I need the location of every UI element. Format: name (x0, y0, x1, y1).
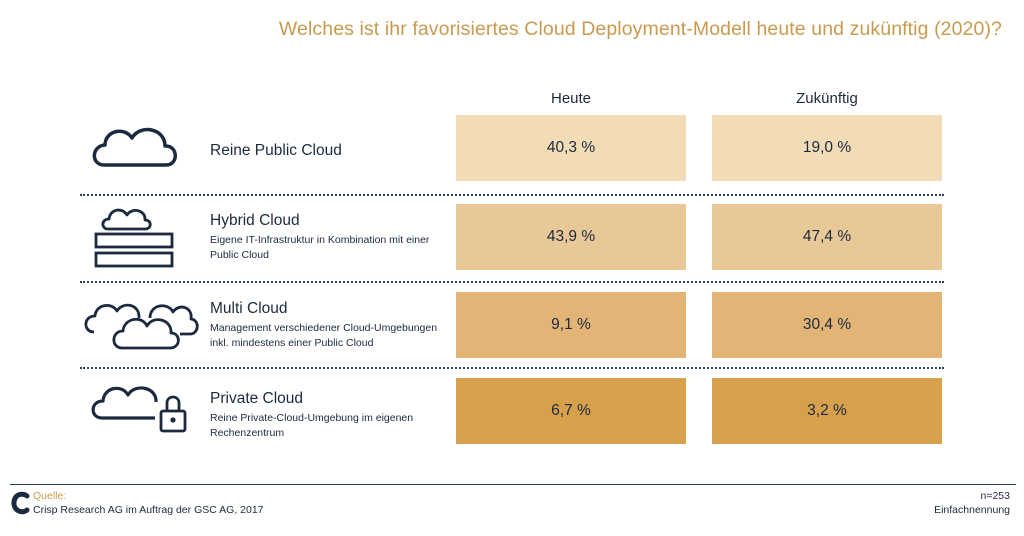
source-label: Quelle: (33, 490, 67, 502)
value-cell-zukuenftig: 30,4 % (712, 292, 942, 358)
table-row-hybrid-cloud: Hybrid Cloud Eigene IT-Infrastruktur in … (80, 204, 944, 270)
row-name: Private Cloud (210, 390, 304, 407)
row-description: Eigene IT-Infrastruktur in Kombination m… (210, 234, 430, 261)
table-row-private-cloud: Private Cloud Reine Private-Cloud-Umgebu… (80, 378, 944, 444)
row-label: Hybrid Cloud Eigene IT-Infrastruktur in … (210, 212, 450, 263)
table-row-multi-cloud: Multi Cloud Management verschiedener Clo… (80, 292, 944, 358)
row-name: Multi Cloud (210, 300, 288, 317)
answer-type-note: Einfachnennung (934, 504, 1010, 516)
footer-divider (10, 484, 1016, 485)
row-name: Hybrid Cloud (210, 212, 300, 229)
column-header-heute: Heute (550, 90, 592, 107)
hybrid-cloud-server-icon (80, 204, 200, 270)
cloud-icon (80, 115, 200, 181)
value-cell-heute: 43,9 % (456, 204, 686, 270)
chart-title: Welches ist ihr favorisiertes Cloud Depl… (278, 18, 1002, 40)
cloud-lock-icon (80, 378, 200, 444)
row-label: Reine Public Cloud (210, 142, 450, 160)
data-label: 3,2 % (807, 402, 847, 419)
value-cell-zukuenftig: 19,0 % (712, 115, 942, 181)
row-label: Private Cloud Reine Private-Cloud-Umgebu… (210, 390, 450, 441)
row-description: Management verschiedener Cloud-Umgebunge… (210, 322, 438, 349)
sample-size: n=253 (980, 490, 1011, 502)
value-cell-heute: 9,1 % (456, 292, 686, 358)
row-name: Reine Public Cloud (210, 142, 342, 159)
value-cell-zukuenftig: 47,4 % (712, 204, 942, 270)
value-cell-heute: 40,3 % (456, 115, 686, 181)
data-label: 9,1 % (551, 316, 591, 333)
crisp-logo-icon (10, 490, 32, 518)
data-label: 47,4 % (802, 228, 852, 245)
data-label: 19,0 % (802, 139, 852, 156)
row-label: Multi Cloud Management verschiedener Clo… (210, 300, 450, 351)
source-text: Crisp Research AG im Auftrag der GSC AG,… (33, 504, 264, 516)
data-label: 40,3 % (546, 139, 596, 156)
data-label: 30,4 % (802, 316, 852, 333)
row-divider (80, 194, 944, 196)
multi-cloud-icon (80, 292, 200, 358)
value-cell-heute: 6,7 % (456, 378, 686, 444)
data-label: 6,7 % (551, 402, 591, 419)
column-header-zukuenftig: Zukünftig (796, 90, 858, 107)
value-cell-zukuenftig: 3,2 % (712, 378, 942, 444)
table-row-public-cloud: Reine Public Cloud 40,3 % 19,0 % (80, 115, 944, 181)
row-divider (80, 367, 944, 369)
row-description: Reine Private-Cloud-Umgebung im eigenen … (210, 412, 414, 439)
data-label: 43,9 % (546, 228, 596, 245)
row-divider (80, 281, 944, 283)
